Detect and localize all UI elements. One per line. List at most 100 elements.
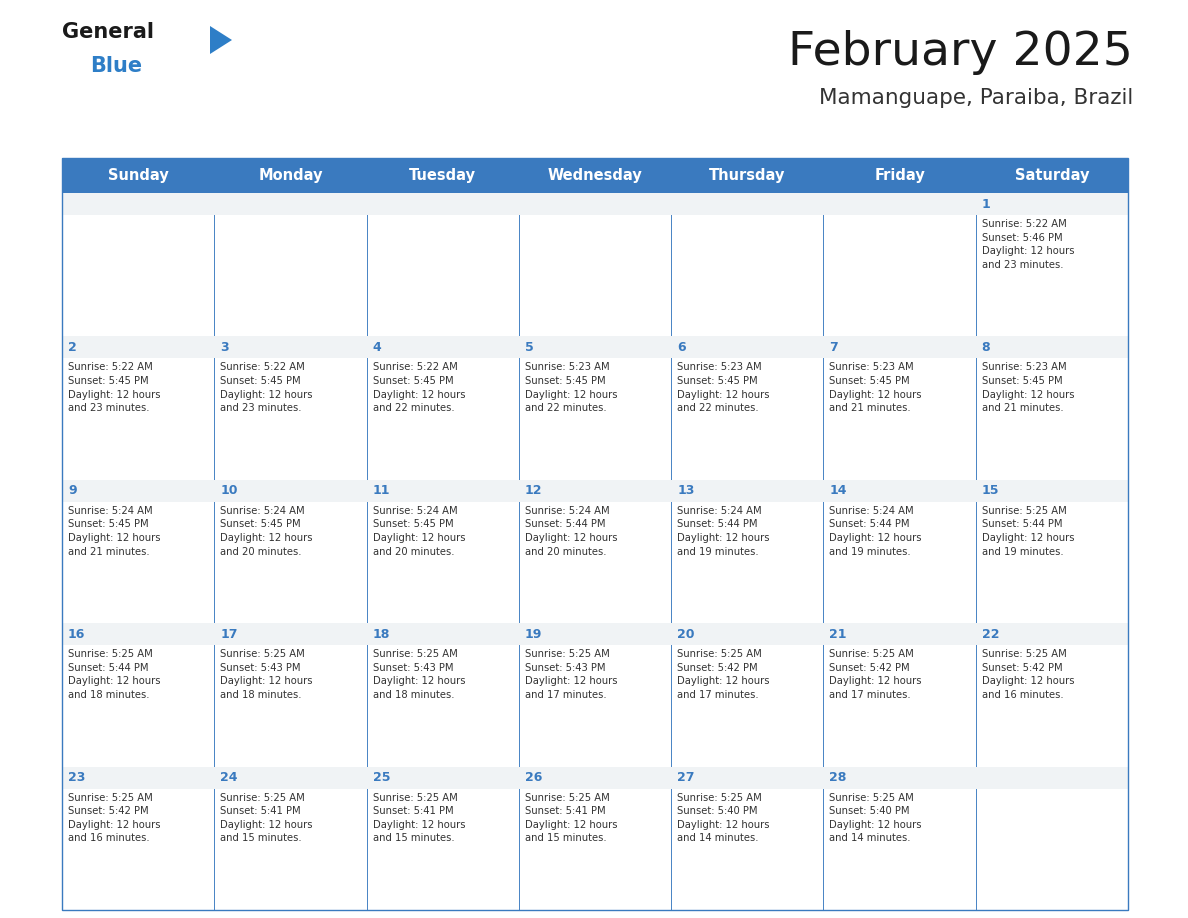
Text: Sunrise: 5:25 AM
Sunset: 5:43 PM
Daylight: 12 hours
and 17 minutes.: Sunrise: 5:25 AM Sunset: 5:43 PM Dayligh… [525,649,618,700]
Bar [975,193,1127,215]
Bar [671,193,823,215]
Text: February 2025: February 2025 [788,30,1133,75]
Text: Wednesday: Wednesday [548,168,643,183]
Bar [214,767,367,789]
Bar [62,158,1127,910]
Bar [519,336,671,358]
Text: Sunrise: 5:22 AM
Sunset: 5:45 PM
Daylight: 12 hours
and 23 minutes.: Sunrise: 5:22 AM Sunset: 5:45 PM Dayligh… [220,363,312,413]
Text: Sunrise: 5:23 AM
Sunset: 5:45 PM
Daylight: 12 hours
and 21 minutes.: Sunrise: 5:23 AM Sunset: 5:45 PM Dayligh… [981,363,1074,413]
Bar [823,480,975,623]
Text: 28: 28 [829,771,847,784]
Bar [214,480,367,502]
Text: Tuesday: Tuesday [409,168,476,183]
Text: 13: 13 [677,485,695,498]
Text: 10: 10 [220,485,238,498]
Bar [823,623,975,645]
Text: Sunrise: 5:25 AM
Sunset: 5:42 PM
Daylight: 12 hours
and 16 minutes.: Sunrise: 5:25 AM Sunset: 5:42 PM Dayligh… [981,649,1074,700]
Bar [367,336,519,358]
Text: 21: 21 [829,628,847,641]
Bar [367,623,519,767]
Text: Sunrise: 5:25 AM
Sunset: 5:41 PM
Daylight: 12 hours
and 15 minutes.: Sunrise: 5:25 AM Sunset: 5:41 PM Dayligh… [220,792,312,844]
Text: Sunrise: 5:24 AM
Sunset: 5:45 PM
Daylight: 12 hours
and 20 minutes.: Sunrise: 5:24 AM Sunset: 5:45 PM Dayligh… [220,506,312,556]
Bar [367,623,519,645]
Bar [519,767,671,789]
Text: 20: 20 [677,628,695,641]
Text: 5: 5 [525,341,533,354]
Text: Sunrise: 5:25 AM
Sunset: 5:41 PM
Daylight: 12 hours
and 15 minutes.: Sunrise: 5:25 AM Sunset: 5:41 PM Dayligh… [525,792,618,844]
Text: 4: 4 [373,341,381,354]
Bar [519,193,671,336]
Text: 19: 19 [525,628,542,641]
Text: 11: 11 [373,485,390,498]
Bar [62,193,214,336]
Bar [62,336,214,480]
Bar [823,767,975,789]
Bar [62,480,214,623]
Bar [214,336,367,480]
Text: Sunrise: 5:25 AM
Sunset: 5:41 PM
Daylight: 12 hours
and 15 minutes.: Sunrise: 5:25 AM Sunset: 5:41 PM Dayligh… [373,792,465,844]
Text: Sunrise: 5:25 AM
Sunset: 5:42 PM
Daylight: 12 hours
and 17 minutes.: Sunrise: 5:25 AM Sunset: 5:42 PM Dayligh… [829,649,922,700]
Bar [62,767,214,910]
Bar [671,767,823,910]
Text: Blue: Blue [90,56,143,76]
Text: Sunrise: 5:22 AM
Sunset: 5:45 PM
Daylight: 12 hours
and 23 minutes.: Sunrise: 5:22 AM Sunset: 5:45 PM Dayligh… [68,363,160,413]
Bar [214,623,367,645]
Bar [975,193,1127,336]
Bar [519,767,671,910]
Text: 6: 6 [677,341,685,354]
Text: Sunrise: 5:23 AM
Sunset: 5:45 PM
Daylight: 12 hours
and 22 minutes.: Sunrise: 5:23 AM Sunset: 5:45 PM Dayligh… [677,363,770,413]
Bar [367,480,519,623]
Bar [214,336,367,358]
Text: 18: 18 [373,628,390,641]
Text: Sunrise: 5:25 AM
Sunset: 5:44 PM
Daylight: 12 hours
and 19 minutes.: Sunrise: 5:25 AM Sunset: 5:44 PM Dayligh… [981,506,1074,556]
Bar [214,480,367,623]
Text: 1: 1 [981,197,991,210]
Text: Sunrise: 5:25 AM
Sunset: 5:40 PM
Daylight: 12 hours
and 14 minutes.: Sunrise: 5:25 AM Sunset: 5:40 PM Dayligh… [677,792,770,844]
Text: 23: 23 [68,771,86,784]
Text: 14: 14 [829,485,847,498]
Text: Sunrise: 5:25 AM
Sunset: 5:42 PM
Daylight: 12 hours
and 16 minutes.: Sunrise: 5:25 AM Sunset: 5:42 PM Dayligh… [68,792,160,844]
Text: 3: 3 [220,341,229,354]
Text: Sunrise: 5:24 AM
Sunset: 5:44 PM
Daylight: 12 hours
and 19 minutes.: Sunrise: 5:24 AM Sunset: 5:44 PM Dayligh… [677,506,770,556]
Bar [823,767,975,910]
Text: Sunrise: 5:22 AM
Sunset: 5:46 PM
Daylight: 12 hours
and 23 minutes.: Sunrise: 5:22 AM Sunset: 5:46 PM Dayligh… [981,219,1074,270]
Text: Sunrise: 5:25 AM
Sunset: 5:40 PM
Daylight: 12 hours
and 14 minutes.: Sunrise: 5:25 AM Sunset: 5:40 PM Dayligh… [829,792,922,844]
Bar [823,480,975,502]
Text: 12: 12 [525,485,543,498]
Bar [367,336,519,480]
Text: Monday: Monday [258,168,323,183]
Text: General: General [62,22,154,42]
Text: Sunrise: 5:25 AM
Sunset: 5:44 PM
Daylight: 12 hours
and 18 minutes.: Sunrise: 5:25 AM Sunset: 5:44 PM Dayligh… [68,649,160,700]
Bar [975,336,1127,480]
Bar [519,623,671,767]
Bar [519,193,671,215]
Bar [823,193,975,336]
Bar [367,193,519,215]
Bar [975,336,1127,358]
Text: Sunrise: 5:23 AM
Sunset: 5:45 PM
Daylight: 12 hours
and 21 minutes.: Sunrise: 5:23 AM Sunset: 5:45 PM Dayligh… [829,363,922,413]
Bar [975,767,1127,789]
Bar [519,336,671,480]
Text: Mamanguape, Paraiba, Brazil: Mamanguape, Paraiba, Brazil [819,88,1133,108]
Bar [519,480,671,502]
Bar [823,336,975,358]
Bar [62,336,214,358]
Text: 22: 22 [981,628,999,641]
Bar [519,480,671,623]
Bar [214,623,367,767]
Text: 8: 8 [981,341,991,354]
Bar [975,480,1127,502]
Bar [671,480,823,623]
Bar [367,193,519,336]
Bar [671,767,823,789]
Text: Sunrise: 5:24 AM
Sunset: 5:45 PM
Daylight: 12 hours
and 20 minutes.: Sunrise: 5:24 AM Sunset: 5:45 PM Dayligh… [373,506,465,556]
Text: Sunrise: 5:24 AM
Sunset: 5:44 PM
Daylight: 12 hours
and 19 minutes.: Sunrise: 5:24 AM Sunset: 5:44 PM Dayligh… [829,506,922,556]
Bar [214,193,367,215]
Text: Sunrise: 5:25 AM
Sunset: 5:42 PM
Daylight: 12 hours
and 17 minutes.: Sunrise: 5:25 AM Sunset: 5:42 PM Dayligh… [677,649,770,700]
Bar [214,767,367,910]
Bar [975,623,1127,767]
Bar [62,623,214,767]
Text: Sunrise: 5:24 AM
Sunset: 5:44 PM
Daylight: 12 hours
and 20 minutes.: Sunrise: 5:24 AM Sunset: 5:44 PM Dayligh… [525,506,618,556]
Text: 17: 17 [220,628,238,641]
Polygon shape [210,26,232,54]
